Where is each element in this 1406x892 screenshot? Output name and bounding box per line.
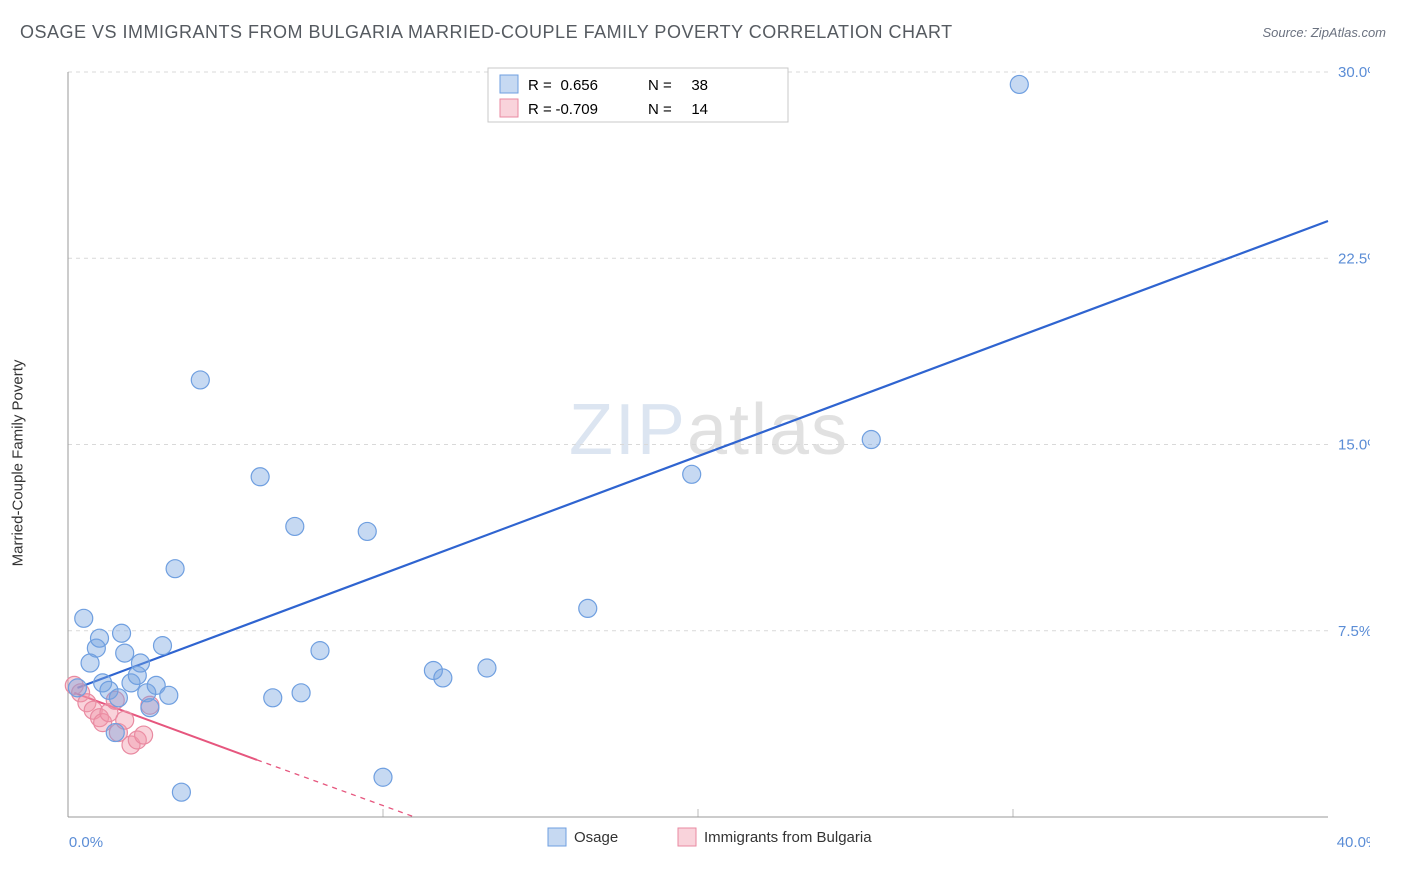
bottom-legend-swatch-bulgaria (678, 828, 696, 846)
y-tick-label: 15.0% (1338, 437, 1370, 454)
bottom-legend-label-osage: Osage (574, 829, 618, 846)
y-axis-label: Married-Couple Family Poverty (10, 359, 27, 566)
legend-swatch-bulgaria (500, 99, 518, 117)
regression-line-osage (77, 221, 1328, 688)
point-osage (106, 724, 124, 742)
y-tick-label: 22.5% (1338, 250, 1370, 267)
point-osage (478, 659, 496, 677)
point-osage (113, 624, 131, 642)
legend-n-label: N = (648, 101, 672, 118)
bottom-legend-label-bulgaria: Immigrants from Bulgaria (704, 829, 872, 846)
header: OSAGE VS IMMIGRANTS FROM BULGARIA MARRIE… (20, 22, 1386, 43)
point-osage (160, 686, 178, 704)
point-osage (191, 371, 209, 389)
point-osage (154, 637, 172, 655)
regression-line-bulgaria-dashed (257, 760, 415, 817)
legend-r-value-osage: 0.656 (560, 77, 598, 94)
point-osage (109, 689, 127, 707)
x-tick-label: 40.0% (1337, 834, 1370, 851)
point-osage (862, 431, 880, 449)
point-osage (131, 654, 149, 672)
point-bulgaria (135, 726, 153, 744)
legend-n-value-bulgaria: 14 (691, 101, 708, 118)
y-tick-label: 30.0% (1338, 64, 1370, 81)
point-osage (358, 522, 376, 540)
point-osage (116, 644, 134, 662)
legend-swatch-osage (500, 75, 518, 93)
point-osage (434, 669, 452, 687)
x-tick-label: 0.0% (69, 834, 103, 851)
point-osage (141, 699, 159, 717)
chart-title: OSAGE VS IMMIGRANTS FROM BULGARIA MARRIE… (20, 22, 953, 43)
source-label: Source: ZipAtlas.com (1262, 25, 1386, 40)
point-osage (68, 679, 86, 697)
point-osage (251, 468, 269, 486)
legend-r-value-bulgaria: -0.709 (555, 101, 598, 118)
legend-r-label: R = (528, 77, 552, 94)
point-osage (579, 599, 597, 617)
point-osage (286, 517, 304, 535)
legend-n-label: N = (648, 77, 672, 94)
point-osage (91, 629, 109, 647)
scatter-plot: 7.5% 15.0% 22.5% 30.0% 0.0% 40.0% R = 0.656 N = 3… (58, 60, 1370, 865)
point-osage (264, 689, 282, 707)
point-osage (311, 642, 329, 660)
point-osage (683, 465, 701, 483)
y-tick-label: 7.5% (1338, 623, 1370, 640)
legend-n-value-osage: 38 (691, 77, 708, 94)
bottom-legend-swatch-osage (548, 828, 566, 846)
chart-container: Married-Couple Family Poverty ZIPatlas 7… (48, 60, 1370, 865)
legend-r-label: R = (528, 101, 552, 118)
point-osage (374, 768, 392, 786)
point-osage (1010, 75, 1028, 93)
point-osage (75, 609, 93, 627)
point-osage (292, 684, 310, 702)
point-osage (172, 783, 190, 801)
point-osage (166, 560, 184, 578)
